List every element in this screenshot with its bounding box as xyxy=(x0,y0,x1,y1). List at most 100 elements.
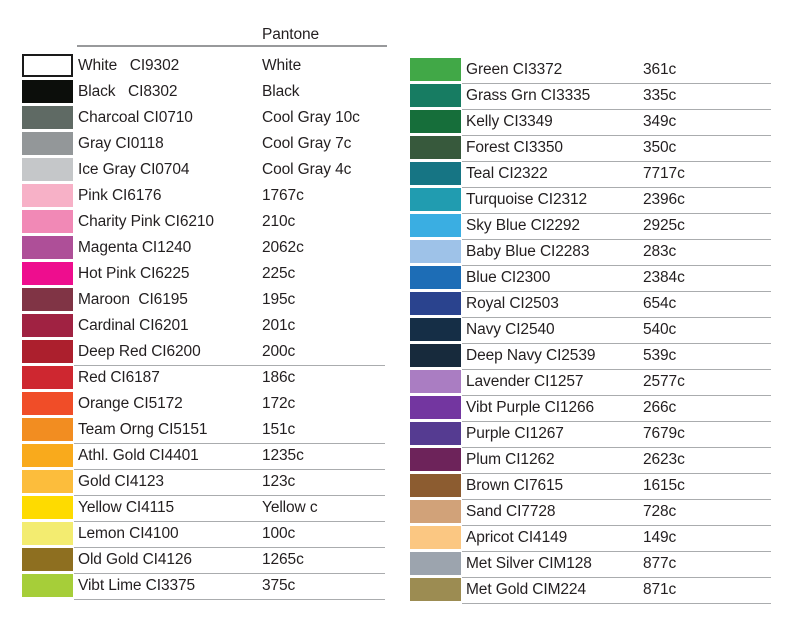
header-rule xyxy=(77,45,387,47)
color-row: Deep Red CI6200 200c xyxy=(22,340,385,366)
pantone-value: 654c xyxy=(643,295,677,312)
color-swatch xyxy=(22,184,73,207)
color-label: Baby Blue CI2283 xyxy=(466,243,590,260)
color-label: Met Gold CIM224 xyxy=(466,581,586,598)
pantone-value: Black xyxy=(262,83,300,100)
color-row: Met Gold CIM224 871c xyxy=(410,578,771,604)
color-label: Teal CI2322 xyxy=(466,165,548,182)
pantone-value: 1235c xyxy=(262,447,304,464)
color-swatch xyxy=(410,448,461,471)
color-row: Purple CI1267 7679c xyxy=(410,422,771,448)
color-label: Gray CI0118 xyxy=(78,135,164,152)
color-swatch xyxy=(410,292,461,315)
color-label: Charity Pink CI6210 xyxy=(78,213,214,230)
pantone-value: 210c xyxy=(262,213,296,230)
pantone-value: 349c xyxy=(643,113,677,130)
color-row: Forest CI3350 350c xyxy=(410,136,771,162)
color-swatch xyxy=(410,84,461,107)
color-swatch xyxy=(410,552,461,575)
color-row: Brown CI7615 1615c xyxy=(410,474,771,500)
pantone-value: 361c xyxy=(643,61,677,78)
pantone-value: 2062c xyxy=(262,239,304,256)
pantone-value: 375c xyxy=(262,577,296,594)
color-row: Lavender CI1257 2577c xyxy=(410,370,771,396)
color-label: Plum CI1262 xyxy=(466,451,555,468)
color-swatch xyxy=(22,132,73,155)
pantone-value: Yellow c xyxy=(262,499,318,516)
pantone-value: 151c xyxy=(262,421,296,438)
pantone-value: 225c xyxy=(262,265,296,282)
color-row: Magenta CI1240 2062c xyxy=(22,236,385,262)
color-label: Lemon CI4100 xyxy=(78,525,179,542)
color-swatch xyxy=(22,392,73,415)
color-label: Apricot CI4149 xyxy=(466,529,568,546)
pantone-value: 283c xyxy=(643,243,677,260)
color-label: Turquoise CI2312 xyxy=(466,191,588,208)
color-label: Black CI8302 xyxy=(78,83,178,100)
color-row: Ice Gray CI0704 Cool Gray 4c xyxy=(22,158,385,184)
pantone-value: Cool Gray 7c xyxy=(262,135,352,152)
color-swatch xyxy=(410,266,461,289)
color-row: Sand CI7728 728c xyxy=(410,500,771,526)
color-row: Gold CI4123 123c xyxy=(22,470,385,496)
color-swatch xyxy=(410,526,461,549)
color-swatch xyxy=(22,444,73,467)
pantone-value: 2396c xyxy=(643,191,685,208)
color-row: Athl. Gold CI4401 1235c xyxy=(22,444,385,470)
color-label: Athl. Gold CI4401 xyxy=(78,447,199,464)
color-swatch xyxy=(22,210,73,233)
color-row: Blue CI2300 2384c xyxy=(410,266,771,292)
pantone-value: 540c xyxy=(643,321,677,338)
color-label: Deep Red CI6200 xyxy=(78,343,201,360)
pantone-value: 1615c xyxy=(643,477,685,494)
color-swatch xyxy=(410,370,461,393)
color-row: Kelly CI3349 349c xyxy=(410,110,771,136)
color-label: White CI9302 xyxy=(78,57,180,74)
pantone-value: 149c xyxy=(643,529,677,546)
color-label: Royal CI2503 xyxy=(466,295,559,312)
pantone-value: 201c xyxy=(262,317,296,334)
color-swatch xyxy=(22,366,73,389)
color-swatch xyxy=(410,500,461,523)
color-swatch xyxy=(410,214,461,237)
pantone-value: 728c xyxy=(643,503,677,520)
color-swatch xyxy=(410,422,461,445)
color-row: Plum CI1262 2623c xyxy=(410,448,771,474)
color-swatch xyxy=(22,54,73,77)
color-swatch xyxy=(22,496,73,519)
color-label: Orange CI5172 xyxy=(78,395,183,412)
pantone-value: 1767c xyxy=(262,187,304,204)
color-row: Team Orng CI5151 151c xyxy=(22,418,385,444)
pantone-value: 195c xyxy=(262,291,296,308)
color-label: Ice Gray CI0704 xyxy=(78,161,190,178)
pantone-value: White xyxy=(262,57,302,74)
pantone-value: 200c xyxy=(262,343,296,360)
color-swatch xyxy=(410,162,461,185)
color-row: Green CI3372 361c xyxy=(410,58,771,84)
color-swatch xyxy=(410,396,461,419)
color-label: Vibt Lime CI3375 xyxy=(78,577,196,594)
color-label: Brown CI7615 xyxy=(466,477,564,494)
color-row: Charcoal CI0710 Cool Gray 10c xyxy=(22,106,385,132)
color-row: Royal CI2503 654c xyxy=(410,292,771,318)
color-label: Yellow CI4115 xyxy=(78,499,175,516)
color-swatch xyxy=(410,110,461,133)
color-swatch xyxy=(22,340,73,363)
color-swatch xyxy=(22,288,73,311)
color-row: Vibt Lime CI3375 375c xyxy=(22,574,385,600)
pantone-value: 172c xyxy=(262,395,296,412)
color-label: Pink CI6176 xyxy=(78,187,162,204)
color-row: Orange CI5172 172c xyxy=(22,392,385,418)
color-row: Old Gold CI4126 1265c xyxy=(22,548,385,574)
color-swatch xyxy=(410,474,461,497)
pantone-column-header: Pantone xyxy=(262,26,320,43)
color-label: Met Silver CIM128 xyxy=(466,555,592,572)
color-label: Charcoal CI0710 xyxy=(78,109,193,126)
color-row: Charity Pink CI6210 210c xyxy=(22,210,385,236)
color-label: Old Gold CI4126 xyxy=(78,551,192,568)
pantone-value: 335c xyxy=(643,87,677,104)
color-row: Yellow CI4115 Yellow c xyxy=(22,496,385,522)
color-swatch xyxy=(410,318,461,341)
color-row: Sky Blue CI2292 2925c xyxy=(410,214,771,240)
